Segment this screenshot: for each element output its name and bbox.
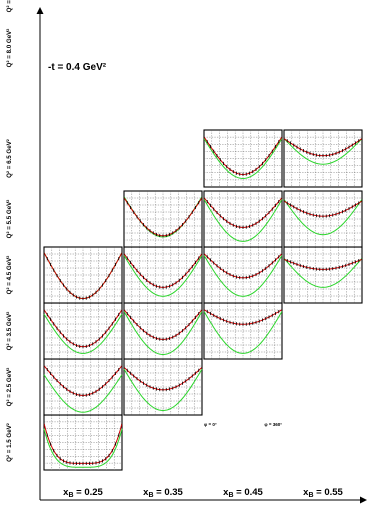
xb-bin-labels: xB = 0.25 xB = 0.35 xB = 0.45 xB = 0.55: [63, 487, 343, 499]
annotation-text: -t = 0.4 GeV²: [48, 62, 107, 73]
phi-start-label: φ = 0°: [204, 422, 217, 427]
q2-bin-label: Q² = 6.5 GeV²: [6, 139, 13, 178]
simulation-curve: [123, 368, 203, 412]
subplot-panel: [283, 190, 363, 248]
q2-bin-label: Q² = 5.5 GeV²: [6, 200, 13, 239]
q2-bin-label: Q² = 2.5 GeV²: [6, 368, 13, 407]
simulation-curve: [203, 255, 283, 297]
simulation-curve: [203, 199, 283, 242]
panel-grid: [43, 129, 363, 471]
q2-bin-label: Q² = 3.5 GeV²: [6, 312, 13, 351]
simulation-curve: [43, 374, 123, 413]
subplot-panel: [123, 302, 203, 360]
q2-bin-label: Q² = 1.5 GeV²: [6, 423, 13, 462]
momentum-transfer-annotation: -t = 0.4 GeV²: [48, 62, 107, 73]
simulation-curve: [123, 255, 203, 297]
subplot-panel: [43, 246, 123, 304]
xb-bin-label: xB = 0.35: [143, 487, 183, 499]
q2-bin-labels: Q² = 1.5 GeV² Q² = 2.5 GeV² Q² = 3.5 GeV² Q…: [6, 0, 13, 462]
q2-bin-label: Q² = 8.0 GeV²: [6, 29, 13, 68]
subplot-panel: [203, 190, 283, 248]
simulation-curve: [203, 311, 283, 354]
phi-end-label: φ = 360°: [264, 422, 282, 427]
simulation-curve: [123, 311, 203, 356]
subplot-panel: [123, 358, 203, 416]
subplot-panel: [43, 302, 123, 360]
simulation-curve: [283, 199, 363, 236]
xb-bin-label: xB = 0.55: [303, 487, 343, 499]
subplot-panel: [123, 190, 203, 248]
q2-bin-label: Q² = 10. GeV²: [6, 0, 13, 12]
subplot-panel: [203, 246, 283, 304]
xb-bin-label: xB = 0.45: [223, 487, 263, 499]
subplot-panel: [123, 246, 203, 304]
simulation-curve: [283, 257, 363, 288]
simulation-curve: [283, 138, 363, 165]
subplot-panel: [43, 358, 123, 416]
subplot-panel: [203, 302, 283, 360]
xb-bin-label: xB = 0.25: [63, 487, 103, 499]
subplot-panel: [283, 246, 363, 304]
subplot-panel: [203, 129, 283, 188]
subplot-panel: [283, 129, 363, 188]
q2-bin-label: Q² = 4.5 GeV²: [6, 256, 13, 295]
simulation-curve: [203, 138, 283, 179]
subplot-panel: [43, 414, 123, 471]
simulation-curve: [43, 428, 123, 468]
simulation-curve: [43, 313, 123, 354]
